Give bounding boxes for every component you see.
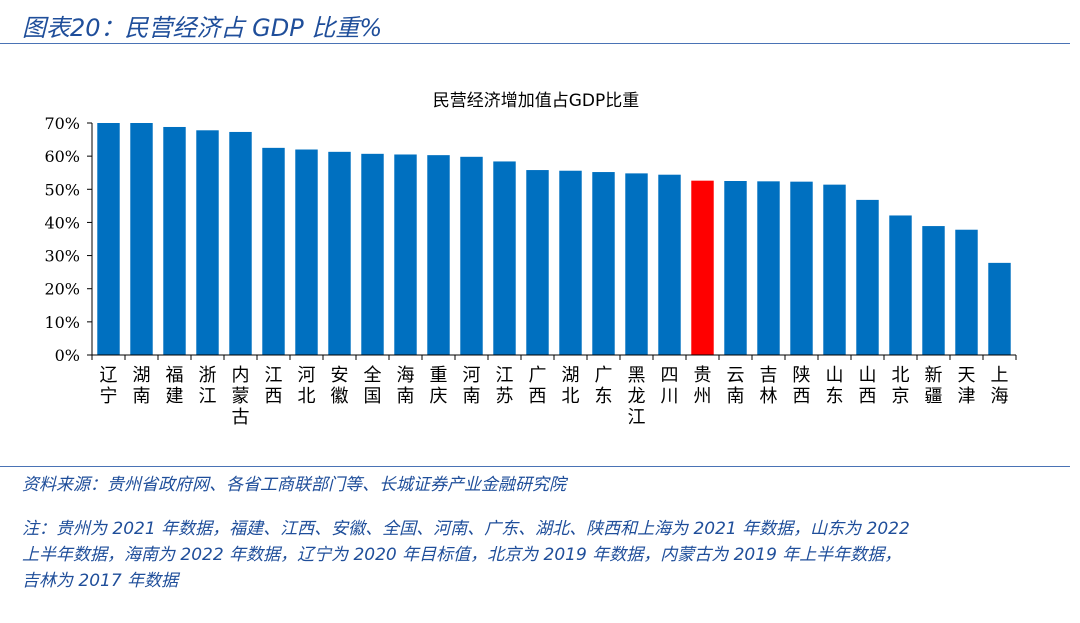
x-tick-label: 辽宁 [100,365,118,407]
x-tick-label: 湖北 [562,365,580,407]
bottom-divider [0,466,1070,467]
y-tick-label: 50% [44,180,80,199]
bar-21 [757,181,780,355]
bar-26 [922,226,945,355]
bar-18 [658,174,681,355]
bar-13 [493,161,516,355]
bars [97,123,1011,355]
bar-1 [97,123,120,355]
bar-10 [394,154,417,355]
bar-12 [460,156,483,355]
x-tick-label: 山东 [826,365,844,407]
x-tick-label: 新疆 [925,365,943,407]
bar-chart: 民营经济增加值占GDP比重 0% 10% 20% 30% 40% 50% 60% 70% 辽宁… [44,91,1017,428]
x-tick-label: 贵州 [694,365,712,407]
x-tick-label: 福建 [166,365,184,407]
bar-23 [823,184,846,355]
x-tick-label: 上海 [991,365,1009,407]
source-text: 资料来源：贵州省政府网、各省工商联部门等、长城证券产业金融研究院 [22,475,566,495]
x-tick-label: 河南 [463,365,481,407]
bar-27 [955,229,978,355]
bar-17 [625,173,648,355]
x-tick-label: 江西 [265,365,283,407]
x-tick-label: 云南 [727,365,745,407]
x-tick-label: 浙江 [199,365,217,407]
bar-7 [295,149,318,355]
bar-22 [790,181,813,355]
x-tick-label: 河北 [298,365,316,407]
bar-25 [889,215,912,355]
note-line: 注：贵州为 2021 年数据，福建、江西、安徽、全国、河南、广东、湖北、陕西和上… [22,519,910,539]
top-divider [0,43,1070,44]
y-tick-label: 10% [44,313,80,332]
bar-15 [559,170,582,355]
x-tick-label: 陕西 [793,365,811,407]
y-tick-label: 30% [44,247,80,266]
y-tick-label: 0% [55,346,80,365]
bar-14 [526,170,549,355]
bar-20 [724,181,747,355]
x-tick-label: 安徽 [331,365,349,407]
x-tick-label: 吉林 [760,365,778,407]
note-line: 吉林为 2017 年数据 [22,571,179,591]
y-tick-label: 20% [44,280,80,299]
x-tick-label: 山西 [859,365,877,407]
chart-title: 民营经济增加值占GDP比重 [433,91,640,111]
bar-2 [130,123,153,355]
figure-title: 图表20：民营经济占 GDP 比重% [22,14,383,42]
x-tick-label: 天津 [958,365,976,407]
x-tick-label: 广东 [595,365,613,407]
note-line: 上半年数据，海南为 2022 年数据，辽宁为 2020 年目标值，北京为 201… [22,545,902,565]
y-axis: 0% 10% 20% 30% 40% 50% 60% 70% [44,114,93,365]
note-text: 注：贵州为 2021 年数据，福建、江西、安徽、全国、河南、广东、湖北、陕西和上… [22,516,1070,594]
x-tick-label: 内蒙古 [232,365,250,428]
x-tick-label: 江苏 [496,365,514,407]
bar-9 [361,153,384,355]
x-tick-label: 北京 [892,365,910,407]
y-tick-label: 70% [44,114,80,133]
bar-19 [691,180,714,355]
x-tick-label: 四川 [661,365,679,407]
bar-28 [988,262,1011,355]
x-tick-label: 广西 [529,365,547,407]
x-tick-label: 重庆 [430,365,448,407]
x-tick-label: 湖南 [133,365,151,407]
x-tick-label: 全国 [364,365,382,407]
y-tick-label: 40% [44,213,80,232]
bar-6 [262,147,285,355]
bar-3 [163,126,186,355]
bar-5 [229,131,252,355]
x-tick-label: 海南 [397,365,415,407]
bar-24 [856,199,879,355]
bar-4 [196,130,219,355]
bar-16 [592,172,615,355]
bar-11 [427,155,450,355]
y-tick-label: 60% [44,147,80,166]
x-axis: 辽宁湖南福建浙江内蒙古江西河北安徽全国海南重庆河南江苏广西湖北广东黑龙江四川贵州… [91,354,1017,428]
x-tick-label: 黑龙江 [628,365,646,428]
bar-8 [328,151,351,355]
